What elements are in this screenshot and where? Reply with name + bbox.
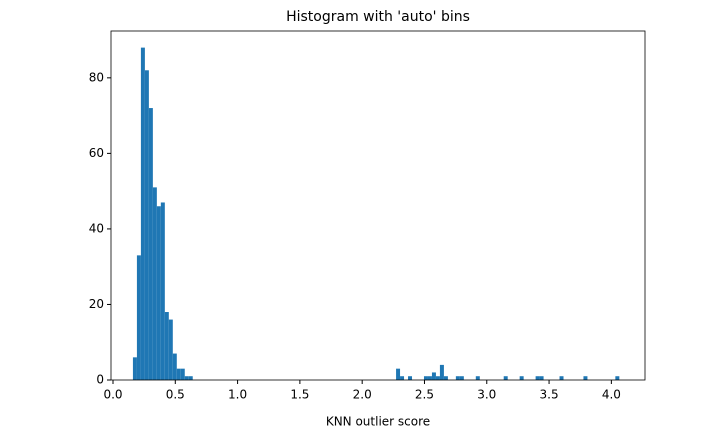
x-tick-label: 1.5 [290, 388, 309, 402]
x-tick-label: 2.0 [353, 388, 372, 402]
bar [172, 353, 177, 380]
bar [535, 376, 540, 380]
bar [188, 376, 193, 380]
x-tick-label: 3.0 [477, 388, 496, 402]
bar [439, 364, 444, 380]
bar [168, 319, 173, 380]
chart-title: Histogram with 'auto' bins [286, 9, 470, 25]
x-tick-label: 4.0 [602, 388, 621, 402]
bar [176, 368, 181, 380]
x-tick-label: 3.5 [540, 388, 559, 402]
bar [519, 376, 524, 380]
y-tick-label: 0 [96, 373, 104, 387]
y-tick-label: 60 [89, 146, 104, 160]
bar [184, 376, 189, 380]
bar [156, 206, 161, 380]
bar [152, 187, 157, 380]
bar [539, 376, 544, 380]
bar [148, 108, 153, 381]
bar [459, 376, 464, 380]
y-tick-label: 40 [89, 221, 104, 235]
bar [164, 312, 169, 380]
bar [475, 376, 480, 380]
bar [583, 376, 588, 380]
x-tick-label: 1.0 [228, 388, 247, 402]
bar [443, 376, 448, 380]
bar [140, 47, 145, 380]
bar [144, 70, 149, 381]
bar [455, 376, 460, 380]
y-tick-label: 80 [89, 70, 104, 84]
x-tick-label: 0.0 [103, 388, 122, 402]
bar [136, 255, 141, 380]
bar [423, 376, 428, 380]
bar [180, 368, 185, 380]
bar [427, 376, 432, 380]
bar [431, 372, 436, 380]
bar [400, 376, 405, 380]
bar [615, 376, 620, 380]
bar [160, 202, 165, 380]
bar [132, 357, 137, 380]
bar [435, 376, 440, 380]
bar [559, 376, 564, 380]
bar [408, 376, 413, 380]
plot-frame [110, 30, 646, 381]
x-axis-label: KNN outlier score [326, 415, 430, 429]
x-tick-label: 0.5 [166, 388, 185, 402]
x-tick-label: 2.5 [415, 388, 434, 402]
bar [396, 368, 401, 380]
bar [503, 376, 508, 380]
y-tick-label: 20 [89, 297, 104, 311]
